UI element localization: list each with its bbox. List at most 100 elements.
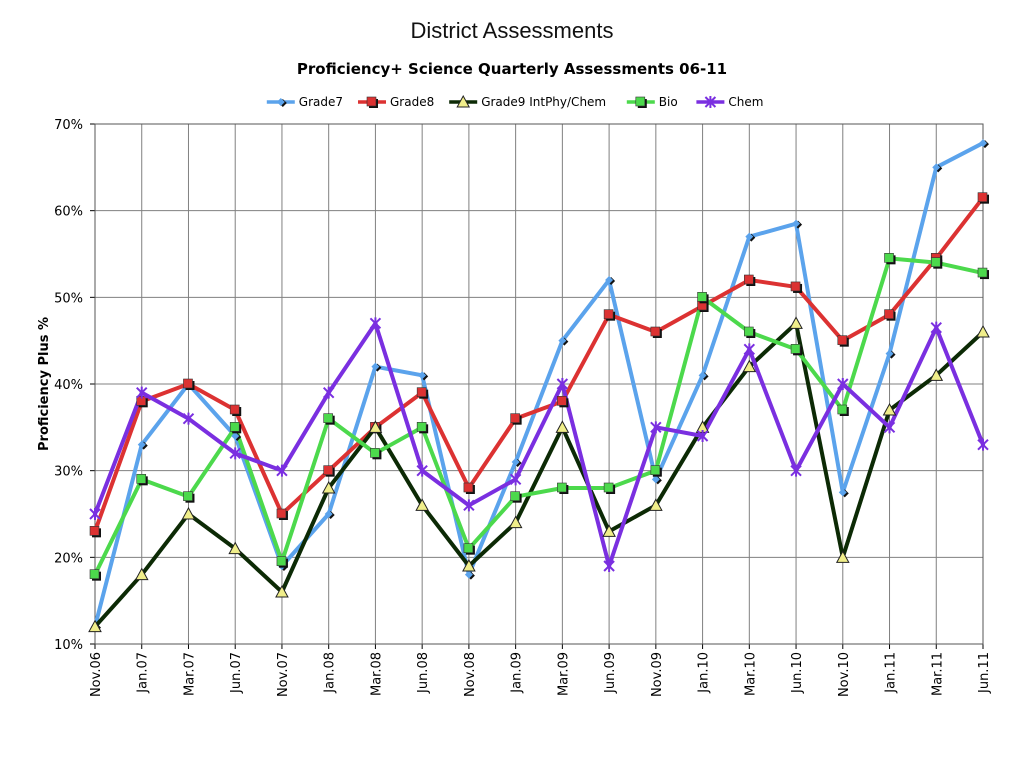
data-point-chem — [883, 421, 896, 434]
data-point-chem — [416, 464, 428, 477]
x-tick-label: Mar.07 — [182, 652, 197, 696]
y-axis-label: Proficiency Plus % — [37, 317, 52, 451]
data-point-bio — [790, 344, 803, 356]
x-tick-label: Nov.06 — [89, 652, 104, 697]
legend-marker — [704, 96, 717, 108]
data-point-bio — [884, 253, 896, 265]
data-point-grade9-intphy-chem — [742, 359, 757, 373]
data-point-bio — [650, 465, 662, 477]
y-tick-label: 40% — [54, 378, 83, 393]
data-point-chem — [229, 447, 241, 460]
data-point-grade9-intphy-chem — [321, 480, 336, 494]
data-point-grade7 — [979, 139, 989, 149]
series-line-grade8 — [93, 195, 985, 534]
data-point-grade8 — [510, 413, 522, 425]
data-point-chem — [136, 386, 148, 399]
data-point-grade7 — [371, 362, 382, 372]
data-point-bio — [89, 569, 101, 581]
data-point-grade8 — [790, 281, 803, 293]
data-point-bio — [276, 556, 288, 568]
y-tick-label: 30% — [54, 465, 83, 480]
x-tick-label: Jun.08 — [416, 652, 431, 694]
x-tick-label: Jun.10 — [790, 652, 805, 694]
data-point-chem — [276, 464, 288, 477]
series-line-chem — [93, 321, 985, 568]
y-tick-label: 60% — [54, 205, 83, 220]
data-point-grade9-intphy-chem — [181, 506, 196, 520]
series-line-bio — [93, 256, 985, 577]
data-point-chem — [369, 317, 382, 330]
data-point-grade9-intphy-chem — [882, 402, 897, 416]
data-point-chem — [556, 378, 569, 390]
legend-label: Grade7 — [299, 95, 343, 109]
chart-title: Proficiency+ Science Quarterly Assessmen… — [296, 60, 728, 78]
data-point-grade8 — [884, 309, 896, 321]
data-point-grade7 — [324, 510, 335, 519]
x-tick-label: Jan.10 — [697, 652, 712, 694]
x-tick-label: Jan.11 — [884, 652, 899, 694]
data-point-bio — [930, 257, 943, 269]
data-point-grade8 — [183, 378, 195, 390]
data-point-grade9-intphy-chem — [835, 550, 850, 563]
data-point-chem — [322, 386, 335, 399]
y-tick-label: 70% — [54, 118, 83, 133]
data-point-grade9-intphy-chem — [368, 420, 383, 433]
data-point-grade8 — [744, 274, 756, 286]
x-tick-label: Mar.10 — [743, 652, 758, 696]
data-point-chem — [463, 499, 475, 512]
data-point-bio — [697, 292, 709, 304]
data-point-chem — [696, 430, 709, 442]
data-point-chem — [790, 464, 802, 477]
series-line-grade9-intphy-chem — [93, 321, 985, 629]
data-point-grade9-intphy-chem — [88, 619, 102, 633]
data-point-chem — [743, 343, 756, 356]
data-point-bio — [323, 413, 335, 425]
data-point-grade7 — [464, 570, 475, 580]
data-point-grade7 — [932, 163, 943, 173]
data-point-bio — [136, 474, 148, 486]
x-tick-label: Jun.09 — [603, 652, 618, 694]
data-point-chem — [89, 508, 101, 520]
y-tick-labels: 10% 20% 30% 40% 50% 60% 70% — [54, 118, 83, 653]
data-point-bio — [370, 448, 382, 460]
series-markers — [88, 139, 990, 633]
legend-item-bio: Bio — [626, 95, 678, 109]
data-point-grade8 — [650, 326, 662, 338]
data-point-chem — [837, 378, 849, 390]
y-tick-label: 50% — [54, 291, 83, 306]
data-point-grade8 — [229, 404, 242, 416]
data-point-bio — [977, 267, 989, 280]
legend-marker — [276, 98, 287, 107]
x-tick-labels: Nov.06 Jan.07 Mar.07 Jun.07 Nov.07 Jan.08 Mar.… — [89, 652, 992, 697]
data-point-grade7 — [605, 276, 616, 285]
data-point-grade7 — [558, 336, 569, 346]
data-point-grade7 — [745, 232, 756, 242]
legend-label: Chem — [728, 95, 763, 109]
legend-marker — [635, 96, 647, 108]
data-point-grade9-intphy-chem — [602, 524, 616, 537]
x-tick-label: Nov.07 — [276, 652, 291, 697]
x-tick-label: Mar.11 — [930, 652, 945, 696]
data-point-bio — [603, 482, 616, 494]
data-point-grade8 — [837, 335, 849, 347]
x-tick-label: Jun.07 — [229, 652, 244, 694]
data-point-grade7 — [418, 371, 429, 381]
x-tick-label: Jan.09 — [510, 652, 525, 694]
data-point-grade8 — [463, 482, 475, 494]
data-point-grade9-intphy-chem — [929, 368, 944, 381]
series-lines — [93, 141, 985, 629]
data-point-grade9-intphy-chem — [789, 316, 803, 329]
data-point-grade8 — [977, 192, 989, 204]
data-point-chem — [182, 412, 195, 425]
data-point-grade7 — [511, 458, 522, 467]
data-point-bio — [183, 491, 195, 503]
legend-item-grade7: Grade7 — [266, 95, 343, 109]
data-point-grade7 — [838, 488, 849, 498]
data-point-chem — [650, 421, 662, 434]
legend-marker — [366, 96, 378, 108]
data-point-grade9-intphy-chem — [462, 558, 476, 572]
x-tick-label: Nov.09 — [650, 652, 665, 697]
legend-label: Grade9 IntPhy/Chem — [481, 95, 606, 109]
y-tick-label: 10% — [54, 638, 83, 653]
